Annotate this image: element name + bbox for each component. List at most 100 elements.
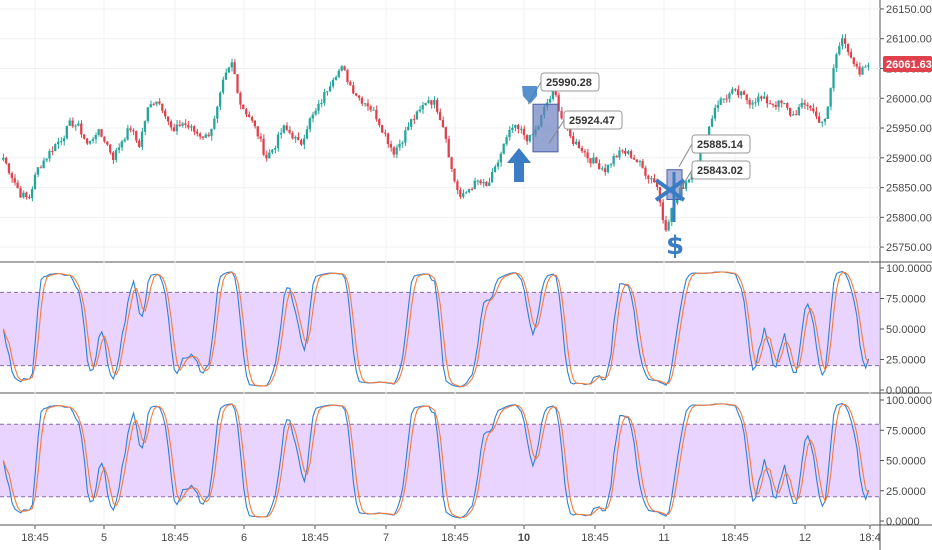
- candle-body: [337, 70, 340, 78]
- candle-body: [864, 66, 867, 68]
- candle-body: [456, 181, 459, 190]
- candle-body: [742, 91, 745, 95]
- osc-tick-label: 100.0000: [886, 395, 932, 407]
- candle-body: [415, 111, 419, 120]
- candle-body: [236, 74, 239, 93]
- candle-body: [51, 150, 54, 152]
- candle-body: [571, 136, 575, 145]
- candle-body: [436, 100, 439, 112]
- candle-body: [699, 150, 702, 164]
- candle-body: [710, 118, 714, 127]
- candle-body: [256, 126, 259, 137]
- candle-body: [667, 221, 670, 231]
- candle-body: [187, 125, 190, 128]
- x-tick-label: 6: [241, 532, 247, 544]
- candle-body: [71, 120, 74, 127]
- osc-tick-label: 50.0000: [886, 324, 926, 336]
- candle-body: [94, 134, 97, 140]
- candle-body: [227, 67, 230, 73]
- candle-body: [514, 125, 517, 128]
- candle-body: [861, 67, 864, 75]
- candle-body: [462, 193, 465, 197]
- x-tick-label: 18:45: [21, 532, 49, 544]
- candle-body: [195, 131, 199, 134]
- candle-body: [621, 150, 624, 152]
- annotation-leader: [678, 143, 693, 167]
- candle-body: [681, 187, 685, 189]
- candle-body: [511, 127, 514, 130]
- candle-body: [126, 128, 129, 140]
- annotations-group: 25990.28 25924.47 25885.14 25843.02 $: [507, 72, 751, 261]
- candle-body: [554, 91, 557, 96]
- candle-body: [146, 107, 149, 122]
- candle-body: [398, 143, 401, 148]
- annotation-leader: [548, 119, 565, 144]
- candle-body: [36, 167, 40, 175]
- price-tick-label: 26150.00: [886, 4, 932, 16]
- candle-body: [479, 180, 482, 184]
- candle-body: [687, 179, 691, 183]
- osc-tick-label: 25.0000: [886, 486, 926, 498]
- oscillator-1: [2, 271, 870, 388]
- candle-body: [4, 157, 8, 164]
- candle-body: [346, 70, 349, 83]
- candle-body: [172, 127, 175, 132]
- candle-body: [728, 93, 731, 99]
- candle-body: [372, 109, 375, 111]
- last-price-text: 26061.63: [886, 59, 932, 71]
- candle-body: [317, 103, 320, 111]
- candle-body: [502, 143, 505, 154]
- candle-body: [713, 107, 717, 119]
- candle-body: [33, 174, 37, 190]
- candle-body: [629, 151, 633, 158]
- candle-body: [48, 150, 51, 159]
- candle-body: [650, 178, 653, 180]
- candle-body: [311, 114, 314, 119]
- candle-body: [288, 129, 291, 133]
- candle-body: [152, 104, 155, 106]
- candle-body: [83, 134, 86, 139]
- candle-body: [496, 162, 500, 167]
- candle-body: [791, 114, 795, 116]
- candle-body: [450, 157, 453, 169]
- candle-body: [245, 109, 248, 115]
- candle-body: [589, 158, 592, 164]
- price-annotation-box: [691, 134, 751, 154]
- candle-body: [829, 88, 832, 107]
- candle-body: [482, 181, 485, 184]
- candle-body: [820, 121, 824, 123]
- candle-body: [849, 51, 853, 58]
- x-tick-label: 18:45: [301, 532, 329, 544]
- candle-body: [806, 104, 809, 107]
- candle-body: [505, 137, 508, 144]
- candle-body: [841, 38, 844, 46]
- candle-body: [612, 156, 615, 165]
- candle-body: [291, 132, 294, 139]
- candle-body: [430, 100, 433, 105]
- candle-body: [433, 100, 436, 105]
- candle-body: [736, 89, 740, 96]
- candle-body: [846, 43, 850, 52]
- candle-body: [734, 89, 737, 91]
- candle-body: [230, 62, 233, 68]
- candle-body: [137, 140, 141, 147]
- candle-body: [132, 130, 135, 132]
- candle-body: [722, 98, 725, 100]
- candle-body: [852, 57, 855, 64]
- price-tick-label: 25900.00: [886, 153, 932, 165]
- candle-body: [207, 134, 210, 137]
- candle-body: [577, 141, 581, 148]
- candle-body: [615, 156, 618, 158]
- candle-body: [624, 151, 627, 154]
- dollar-sign-icon: $: [666, 231, 684, 261]
- price-tick-label: 26100.00: [886, 34, 932, 46]
- candle-body: [470, 189, 474, 191]
- candle-body: [583, 151, 586, 153]
- candle-body: [2, 157, 5, 160]
- candle-body: [106, 141, 109, 145]
- candle-body: [476, 180, 479, 182]
- candle-body: [600, 168, 604, 170]
- price-tick-label: 25750.00: [886, 242, 932, 254]
- candle-body: [340, 66, 343, 71]
